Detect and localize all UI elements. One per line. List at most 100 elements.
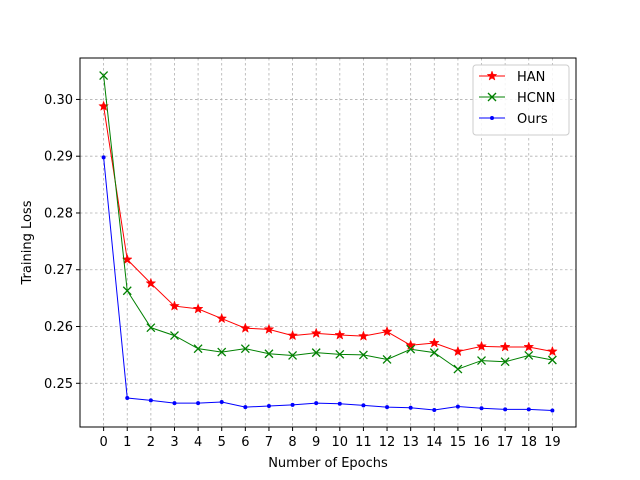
data-point-hcnn: [240, 344, 250, 354]
data-point-hcnn: [453, 364, 463, 374]
data-point-ours: [172, 401, 177, 406]
data-point-han: [428, 337, 440, 348]
x-tick-label: 3: [170, 435, 178, 450]
data-point-hcnn: [311, 348, 321, 358]
data-point-hcnn: [335, 349, 345, 359]
data-point-ours: [385, 405, 390, 410]
data-point-hcnn: [193, 344, 203, 354]
x-tick-label: 0: [99, 435, 107, 450]
x-tick-label: 10: [332, 435, 349, 450]
legend-item-hcnn: HCNN: [479, 91, 555, 106]
data-point-han: [405, 339, 417, 350]
x-tick-label: 4: [194, 435, 202, 450]
data-point-ours: [243, 405, 248, 410]
data-point-han: [192, 303, 204, 314]
legend-marker-hcnn: [487, 92, 497, 102]
data-point-hcnn: [217, 347, 227, 357]
x-tick-label: 8: [288, 435, 296, 450]
data-point-ours: [361, 403, 366, 408]
data-point-ours: [408, 405, 413, 410]
y-tick-label: 0.26: [44, 320, 73, 335]
series-han: [98, 100, 558, 357]
x-tick-label: 1: [123, 435, 131, 450]
data-point-han: [546, 345, 558, 357]
x-tick-label: 5: [218, 435, 226, 450]
legend-label-han: HAN: [517, 70, 545, 85]
data-point-hcnn: [429, 348, 439, 358]
data-point-ours: [479, 406, 484, 411]
data-point-hcnn: [406, 344, 416, 354]
data-point-han: [499, 341, 511, 352]
x-tick-label: 16: [473, 435, 490, 450]
data-point-hcnn: [264, 349, 274, 359]
x-tick-label: 15: [450, 435, 467, 450]
data-point-hcnn: [288, 351, 298, 360]
data-point-han: [216, 312, 228, 324]
data-point-hcnn: [146, 323, 156, 333]
data-point-han: [476, 340, 487, 352]
data-point-han: [381, 325, 393, 337]
data-point-hcnn: [358, 350, 368, 360]
x-tick-label: 6: [241, 435, 249, 450]
data-point-ours: [503, 407, 508, 412]
data-point-ours: [101, 155, 106, 160]
series-line-ours: [103, 157, 553, 412]
legend-label-hcnn: HCNN: [517, 91, 555, 106]
legend-label-ours: Ours: [517, 112, 548, 127]
data-point-hcnn: [524, 351, 534, 360]
data-point-hcnn: [500, 357, 510, 367]
x-tick-label: 11: [355, 435, 372, 450]
x-tick-label: 14: [426, 435, 443, 450]
data-point-han: [452, 345, 464, 357]
x-tick-label: 18: [520, 435, 537, 450]
y-axis-ticks: 0.25 0.26 0.27 0.28 0.29 0.30: [44, 93, 80, 392]
data-point-ours: [455, 404, 460, 409]
y-axis-label: Training Loss: [20, 200, 35, 285]
data-point-ours: [148, 398, 153, 403]
series-ours: [101, 155, 555, 413]
series-line-hcnn: [103, 75, 553, 370]
y-tick-label: 0.29: [44, 150, 73, 165]
data-point-ours: [196, 401, 201, 406]
x-axis-label: Number of Epochs: [268, 456, 388, 471]
legend: HAN HCNN Ours: [472, 64, 570, 136]
x-axis-ticks: 0 1 2 3 4 5 6 7 8 9 10 11 12 13 14 15 16 17 18 19: [99, 427, 561, 450]
x-tick-label: 19: [544, 435, 561, 450]
series-layer: [98, 71, 558, 413]
x-tick-label: 9: [312, 435, 320, 450]
data-point-ours: [337, 401, 342, 406]
data-point-ours: [125, 396, 130, 401]
series-line-han: [103, 106, 553, 353]
data-point-han: [357, 330, 369, 341]
data-point-ours: [526, 407, 531, 412]
data-point-ours: [219, 400, 224, 405]
data-point-hcnn: [477, 356, 486, 366]
data-point-ours: [550, 408, 555, 413]
y-tick-label: 0.28: [44, 206, 73, 221]
x-tick-label: 17: [497, 435, 514, 450]
data-point-han: [334, 329, 346, 340]
legend-item-ours: Ours: [479, 112, 548, 127]
data-point-hcnn: [170, 331, 179, 341]
data-point-han: [523, 341, 535, 352]
data-point-han: [145, 277, 157, 288]
data-point-hcnn: [99, 71, 109, 81]
data-point-ours: [314, 401, 319, 406]
y-tick-label: 0.25: [44, 377, 73, 392]
data-point-han: [169, 300, 180, 311]
legend-marker-han: [486, 70, 498, 81]
series-hcnn: [99, 71, 557, 374]
data-point-han: [310, 327, 322, 338]
x-tick-label: 2: [147, 435, 155, 450]
data-point-hcnn: [122, 286, 132, 296]
data-point-hcnn: [382, 354, 392, 364]
x-tick-label: 7: [265, 435, 273, 450]
data-point-han: [263, 323, 275, 334]
plot-area-frame: [79, 57, 577, 428]
data-point-han: [239, 322, 251, 333]
legend-marker-ours: [490, 116, 494, 120]
data-point-ours: [266, 403, 271, 408]
data-point-ours: [290, 402, 295, 407]
data-point-ours: [432, 407, 437, 412]
